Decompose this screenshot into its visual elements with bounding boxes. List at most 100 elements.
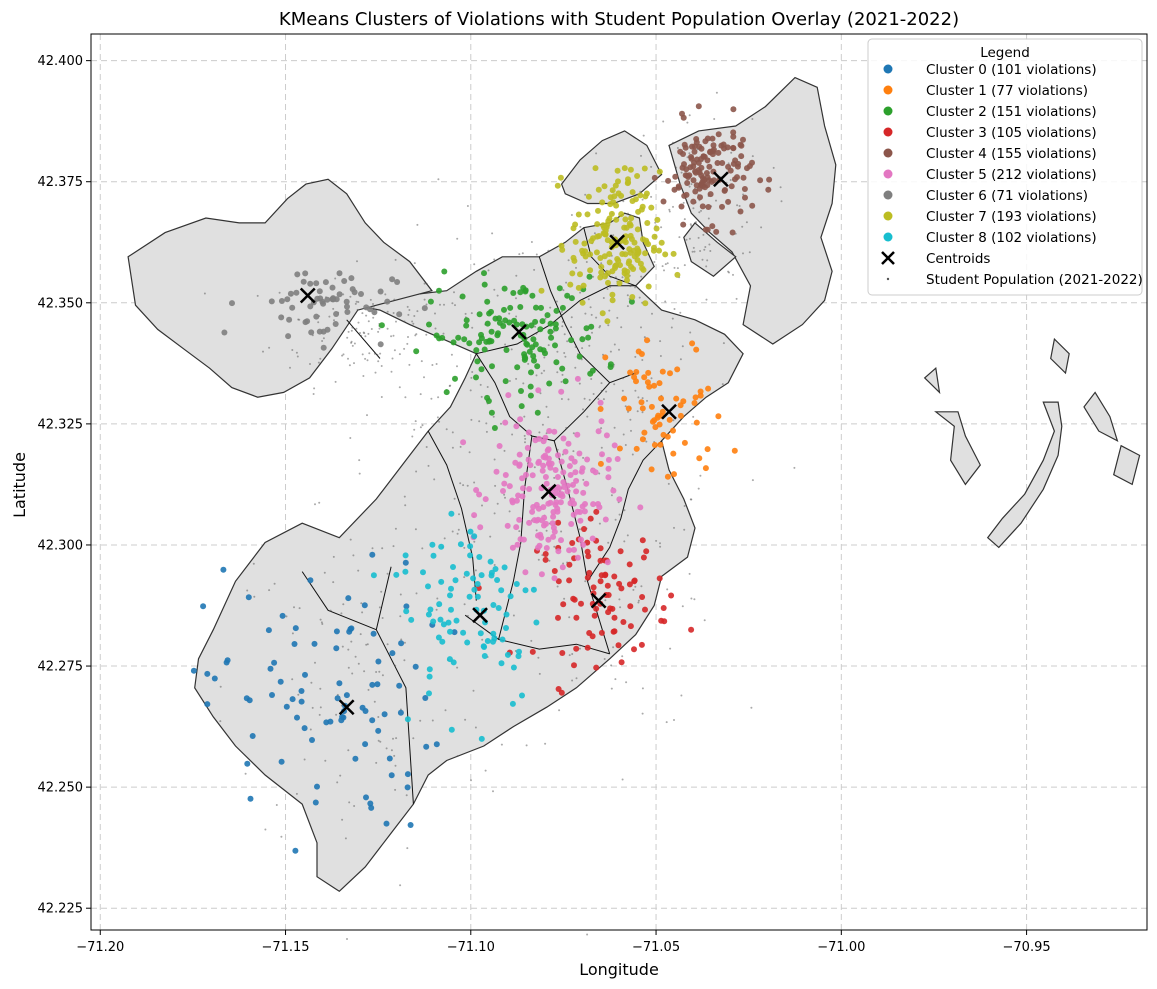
cluster-1-point: [704, 446, 711, 453]
student-point: [416, 310, 419, 313]
cluster-4-point: [722, 187, 728, 193]
student-point: [500, 743, 503, 746]
cluster-7-point: [605, 279, 611, 286]
cluster-1-point: [633, 445, 640, 452]
cluster-4-point: [709, 151, 716, 158]
neighborhood-boundary: [427, 430, 477, 601]
cluster-6-point: [344, 309, 351, 315]
student-point: [342, 293, 345, 296]
legend-label: Centroids: [926, 251, 990, 267]
cluster-7-point: [630, 266, 637, 272]
cluster-3-point: [660, 605, 667, 611]
cluster-4-point: [719, 203, 725, 210]
cluster-7-point: [601, 253, 608, 260]
cluster-5-point: [553, 499, 560, 506]
cluster-7-point: [577, 271, 583, 278]
student-point: [362, 375, 365, 377]
student-point: [435, 363, 438, 365]
student-point: [297, 693, 300, 696]
cluster-4-point: [699, 203, 706, 210]
cluster-1-point: [656, 421, 663, 428]
legend-marker: [883, 169, 893, 179]
student-point: [539, 392, 542, 395]
student-point: [598, 326, 601, 329]
cluster-8-point: [476, 554, 483, 560]
cluster-4-point: [737, 141, 744, 148]
cluster-7-point: [656, 168, 663, 175]
student-point: [454, 304, 456, 307]
student-point: [607, 541, 610, 544]
student-point: [348, 801, 351, 804]
student-point: [392, 545, 395, 548]
cluster-4-point: [694, 156, 700, 163]
cluster-3-point: [571, 662, 577, 669]
cluster-2-point: [484, 394, 491, 401]
cluster-1-point: [697, 388, 704, 395]
student-point: [309, 363, 311, 365]
cluster-3-point: [611, 614, 618, 621]
cluster-7-point: [575, 211, 582, 218]
student-point: [692, 246, 695, 249]
cluster-8-point: [437, 616, 444, 623]
cluster-4-point: [730, 160, 737, 167]
centroid-marker: [511, 323, 527, 340]
x-tick-label: −71.20: [76, 940, 124, 955]
student-point: [504, 496, 506, 499]
cluster-5-point: [558, 458, 565, 465]
student-point: [570, 316, 573, 319]
cluster-5-point: [557, 499, 564, 506]
cluster-2-point: [501, 306, 507, 313]
cluster-1-point: [660, 431, 667, 438]
student-point: [751, 155, 754, 158]
cluster-8-point: [430, 618, 437, 625]
student-point: [335, 713, 338, 716]
student-point: [688, 572, 691, 575]
student-point: [621, 778, 624, 781]
cluster-4-point: [695, 103, 702, 110]
cluster-7-point: [637, 192, 644, 199]
legend-label: Cluster 1 (77 violations): [926, 83, 1088, 99]
student-point: [579, 644, 582, 647]
student-point: [692, 415, 695, 418]
cluster-1-point: [655, 412, 662, 419]
cluster-4-point: [692, 169, 699, 176]
student-point: [470, 312, 473, 315]
student-point: [706, 259, 709, 262]
student-point: [523, 415, 526, 418]
land-polygon: [1113, 444, 1141, 486]
student-point: [381, 674, 384, 677]
student-point: [639, 190, 642, 193]
student-point: [671, 317, 674, 320]
student-point: [456, 365, 458, 368]
student-point: [600, 382, 603, 385]
student-point: [414, 334, 417, 337]
student-point: [296, 355, 299, 358]
cluster-0-point: [311, 640, 318, 647]
student-point: [359, 633, 362, 636]
student-point: [361, 353, 364, 356]
student-point: [545, 529, 548, 532]
student-point: [690, 183, 693, 186]
student-point: [351, 326, 354, 329]
student-point: [686, 121, 689, 124]
student-point: [354, 302, 357, 305]
land-polygon: [1083, 391, 1119, 442]
student-point: [722, 342, 725, 345]
student-point: [540, 372, 543, 375]
cluster-0-point: [283, 703, 290, 710]
cluster-2-point: [564, 292, 571, 299]
cluster-1-point: [625, 405, 632, 412]
cluster-8-point: [510, 664, 517, 671]
cluster-1-point: [693, 419, 700, 426]
cluster-0-point: [301, 725, 308, 732]
cluster-1-point: [731, 447, 738, 454]
cluster-4-point: [732, 176, 738, 183]
student-point: [582, 478, 585, 481]
student-point: [612, 646, 615, 649]
cluster-5-point: [526, 486, 533, 492]
student-point: [503, 449, 506, 452]
cluster-6-point: [349, 286, 356, 293]
student-point: [535, 529, 538, 532]
cluster-6-point: [341, 278, 348, 284]
cluster-6-point: [286, 316, 293, 323]
